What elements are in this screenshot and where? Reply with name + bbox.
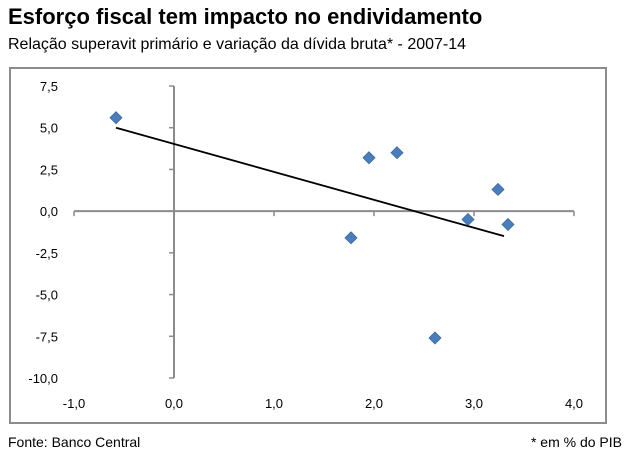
data-point-4 — [390, 146, 404, 160]
plot-area-frame — [9, 67, 607, 424]
chart-subtitle: Relação superavit primário e variação da… — [8, 36, 467, 53]
data-points-layer — [109, 111, 515, 345]
data-point-5 — [428, 331, 442, 345]
unit-note: * em % do PIB — [530, 434, 622, 450]
source-note: Fonte: Banco Central — [8, 434, 141, 450]
chart-title: Esforço fiscal tem impacto no endividame… — [8, 4, 483, 29]
y-tick-label: 0,0 — [40, 204, 58, 219]
data-point-7 — [491, 182, 505, 197]
x-tick-label: 1,0 — [265, 396, 283, 411]
y-tick-label: 2,5 — [40, 162, 58, 177]
x-tick-label: 3,0 — [465, 396, 483, 411]
x-tick-label: 4,0 — [565, 396, 583, 411]
y-tick-label: -7,5 — [36, 329, 58, 344]
y-tick-label: -5,0 — [36, 288, 58, 303]
x-tick-label: 2,0 — [365, 396, 383, 411]
x-tick-label: -1,0 — [63, 396, 85, 411]
trendline-layer — [115, 126, 505, 238]
y-tick-label: -2,5 — [36, 246, 58, 261]
trendline — [115, 126, 505, 238]
data-point-1 — [109, 111, 123, 125]
data-point-3 — [362, 151, 376, 165]
data-point-2 — [344, 231, 358, 245]
data-point-8 — [501, 217, 515, 232]
axes-layer — [73, 85, 575, 379]
data-point-6 — [461, 212, 475, 227]
y-tick-label: -10,0 — [28, 371, 58, 386]
y-tick-label: 7,5 — [40, 79, 58, 94]
y-tick-label: 5,0 — [40, 121, 58, 136]
x-tick-label: 0,0 — [165, 396, 183, 411]
tick-labels-layer: 7,5 5,0 2,5 0,0 -2,5 -5,0 -7,5 -10,0 -1,0 0,0 1,0 2… — [28, 79, 583, 411]
